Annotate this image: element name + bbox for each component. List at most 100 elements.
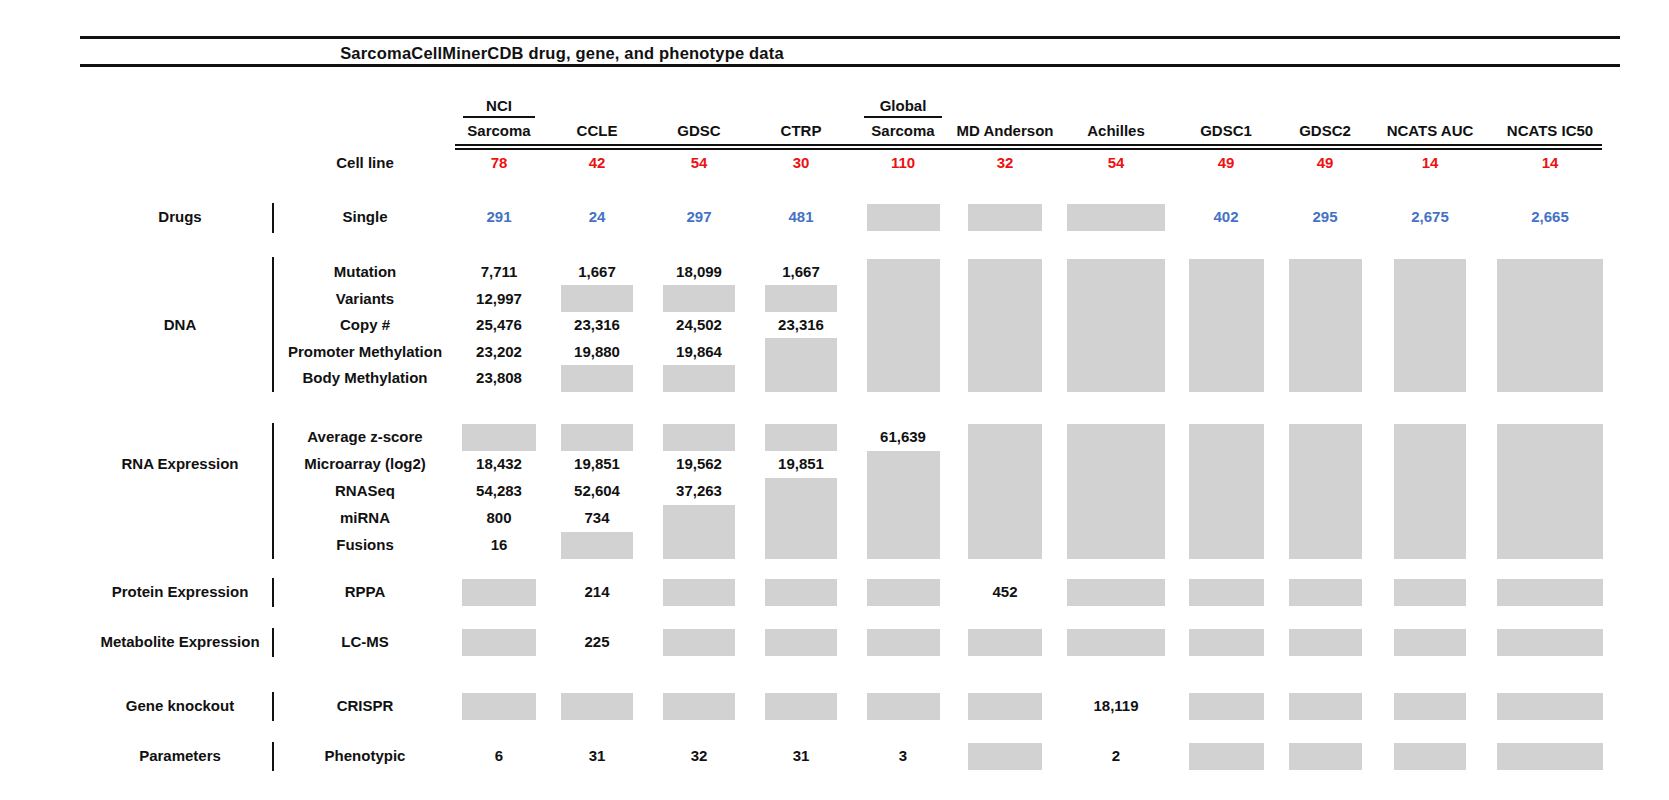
cell-value: 1,667 [542,263,652,281]
gray-box [663,579,735,606]
gray-box [1497,579,1603,606]
gray-box [663,693,735,720]
cell-value: 23,316 [542,316,652,334]
cell-value: 18,099 [644,263,754,281]
sarcoma-cellminer-data-figure: SarcomaCellMinerCDB drug, gene, and phen… [0,0,1669,800]
cell-line-count: 49 [1171,154,1281,172]
cell-line-count: 14 [1375,154,1485,172]
cell-value: 297 [644,208,754,226]
cell-value: 25,476 [444,316,554,334]
gray-box [1497,743,1603,770]
cell-value: 6 [444,747,554,765]
cell-value: 37,263 [644,482,754,500]
gray-box [1394,259,1466,392]
header-underline [463,116,535,118]
cell-value: 19,562 [644,455,754,473]
cell-value: 19,851 [746,455,856,473]
gray-box [968,424,1042,559]
cell-value: 214 [542,583,652,601]
row-label: Microarray (log2) [270,455,460,473]
cell-value: 3 [848,747,958,765]
gray-box [1497,693,1603,720]
cell-value: 481 [746,208,856,226]
gray-box [1394,424,1466,559]
gray-box [765,478,837,559]
gray-box [765,693,837,720]
gray-box [867,451,940,559]
gray-box [1289,259,1362,392]
cell-value: 19,851 [542,455,652,473]
cell-value: 1,667 [746,263,856,281]
gray-box [663,505,735,559]
cell-value: 18,432 [444,455,554,473]
column-header: NCATS IC50 [1475,122,1625,140]
row-label: Body Methylation [270,369,460,387]
row-label: Phenotypic [270,747,460,765]
row-label: Promoter Methylation [270,343,460,361]
cell-value: 23,202 [444,343,554,361]
category-label: Drugs [75,208,285,226]
gray-box [1394,743,1466,770]
category-label: Gene knockout [75,697,285,715]
cell-line-count: 54 [1061,154,1171,172]
cell-line-count: 49 [1270,154,1380,172]
gray-box [867,693,940,720]
cell-value: 295 [1270,208,1380,226]
cell-value: 54,283 [444,482,554,500]
cell-value: 23,316 [746,316,856,334]
gray-box [765,338,837,392]
gray-box [462,424,536,451]
gray-box [1067,629,1165,656]
header-underline [864,116,942,118]
row-label: miRNA [270,509,460,527]
gray-box [1189,693,1264,720]
cell-line-count: 110 [848,154,958,172]
gray-box [1289,424,1362,559]
cell-value: 32 [644,747,754,765]
cell-value: 61,639 [848,428,958,446]
gray-box [968,743,1042,770]
cell-value: 23,808 [444,369,554,387]
row-label: Copy # [270,316,460,334]
cell-value: 24 [542,208,652,226]
row-label: Single [270,208,460,226]
gray-box [1497,424,1603,559]
row-label: CRISPR [270,697,460,715]
cell-value: 24,502 [644,316,754,334]
cell-value: 2,665 [1495,208,1605,226]
gray-box [561,365,633,392]
gray-box [867,629,940,656]
cell-line-label: Cell line [280,154,450,172]
gray-box [561,285,633,312]
cell-value: 452 [950,583,1060,601]
row-label: LC-MS [270,633,460,651]
category-label: Metabolite Expression [75,633,285,651]
gray-box [1189,629,1264,656]
cell-value: 31 [542,747,652,765]
gray-box [968,259,1042,392]
gray-box [663,629,735,656]
cell-value: 7,711 [444,263,554,281]
header-rule [455,148,1602,150]
row-label: Fusions [270,536,460,554]
gray-box [663,285,735,312]
category-label: RNA Expression [75,455,285,473]
gray-box [1497,629,1603,656]
gray-box [765,424,837,451]
cell-value: 12,997 [444,290,554,308]
figure-title: SarcomaCellMinerCDB drug, gene, and phen… [202,44,922,62]
cell-value: 18,119 [1061,697,1171,715]
gray-box [1497,259,1603,392]
cell-value: 225 [542,633,652,651]
gray-box [1394,629,1466,656]
gray-box [765,629,837,656]
cell-value: 52,604 [542,482,652,500]
gray-box [1189,424,1264,559]
gray-box [765,579,837,606]
gray-box [1394,693,1466,720]
gray-box [462,579,536,606]
gray-box [1289,693,1362,720]
gray-box [1394,579,1466,606]
gray-box [561,693,633,720]
gray-box [1067,204,1165,231]
